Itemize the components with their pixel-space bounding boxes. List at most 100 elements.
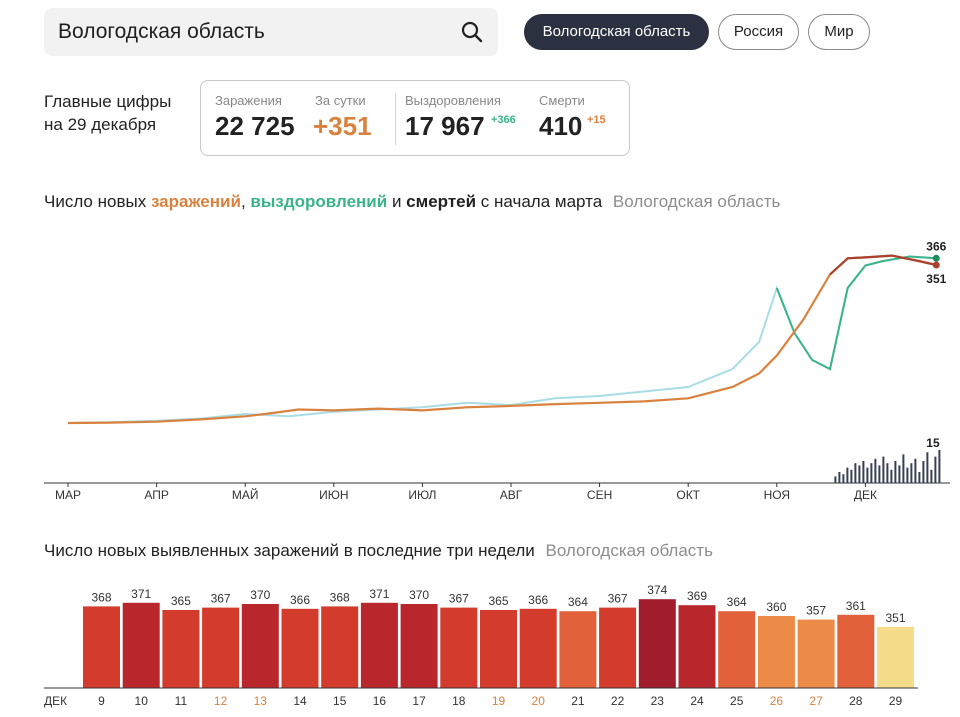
region-tab-world[interactable]: Мир [808, 14, 870, 50]
infections-recent-line [829, 254, 937, 276]
month-label: ДЕК [44, 694, 67, 708]
stats-divider [395, 93, 396, 145]
month-label: ДЕК [854, 488, 877, 502]
day-label: 13 [254, 694, 268, 708]
month-label: СЕН [587, 488, 612, 502]
bar [122, 602, 160, 688]
main-figures-date: на 29 декабря [44, 115, 157, 134]
month-label: ИЮН [319, 488, 348, 502]
day-label: 15 [333, 694, 347, 708]
bar-value-label: 364 [568, 595, 588, 609]
day-label: 16 [373, 694, 387, 708]
bar [321, 606, 359, 688]
day-label: 24 [690, 694, 704, 708]
recovered-end-dot [932, 254, 940, 262]
bar [241, 604, 279, 688]
day-label: 29 [889, 694, 903, 708]
bar-value-label: 370 [250, 588, 270, 602]
infections-value: 22 725 [215, 111, 295, 141]
day-label: 28 [849, 694, 863, 708]
recovered-delta: +366 [491, 114, 516, 126]
per-day-value: +351 [313, 111, 372, 141]
search-box[interactable]: Вологодская область [44, 8, 498, 56]
bar-chart-title-text: Число новых выявленных заражений в после… [44, 541, 535, 560]
search-icon[interactable] [460, 20, 484, 44]
day-label: 14 [293, 694, 307, 708]
region-tab-russia[interactable]: Россия [718, 14, 799, 50]
bar-chart-region: Вологодская область [545, 541, 713, 560]
month-label: МАЙ [232, 487, 259, 502]
recovered-label: Выздоровления [405, 93, 501, 108]
death-bar [938, 450, 941, 483]
month-label: НОЯ [764, 488, 790, 502]
death-bar [906, 467, 909, 483]
bar [559, 611, 597, 688]
infections-label: Заражения [215, 93, 282, 108]
bar [83, 606, 120, 688]
bar [599, 607, 637, 688]
day-label: 22 [611, 694, 625, 708]
bar-chart: 368 9 371 10 365 11 367 12 370 13 366 14 368 15 371 16 3… [44, 583, 918, 708]
deaths-label: Смерти [539, 93, 585, 108]
death-bar [894, 461, 897, 483]
bar [440, 607, 478, 688]
month-label: МАР [55, 488, 81, 502]
death-bar [882, 456, 885, 483]
deaths-delta: +15 [587, 114, 606, 126]
bar [757, 616, 795, 688]
bar [202, 607, 240, 688]
bar-value-label: 366 [290, 593, 310, 607]
bar [718, 611, 756, 688]
month-label: ОКТ [676, 488, 700, 502]
bar [360, 602, 398, 688]
death-bar [854, 463, 857, 483]
title-infections: заражений [150, 192, 241, 211]
stats-card: Заражения 22 725 За сутки +351 Выздоровл… [200, 80, 630, 156]
bar-value-label: 365 [488, 594, 508, 608]
infections-end-label: 351 [926, 272, 946, 286]
bar [638, 599, 676, 688]
deaths-end-label: 15 [926, 436, 940, 450]
day-label: 23 [651, 694, 665, 708]
bar-chart-title: Число новых выявленных заражений в после… [44, 541, 713, 561]
main-figures-title: Главные цифры [44, 92, 172, 111]
death-bar [874, 458, 877, 483]
bar-value-label: 367 [211, 592, 231, 606]
bar-value-label: 368 [330, 590, 350, 604]
recovered-end-label: 366 [926, 239, 946, 253]
title-part: и [391, 192, 402, 211]
day-label: 10 [135, 694, 149, 708]
day-label: 25 [730, 694, 744, 708]
death-bar [878, 465, 881, 483]
title-part: Число новых [44, 192, 147, 211]
bar-value-label: 365 [171, 594, 191, 608]
death-bar [914, 458, 917, 483]
title-part: , [240, 192, 246, 211]
recovered-value: 17 967 [405, 111, 485, 141]
day-label: 12 [214, 694, 228, 708]
region-tab-vologda[interactable]: Вологодская область [524, 14, 709, 50]
bar [519, 608, 557, 688]
day-label: 17 [412, 694, 426, 708]
bar-value-label: 360 [766, 600, 786, 614]
bar-value-label: 371 [131, 587, 151, 601]
bar [797, 619, 835, 688]
death-bar [898, 465, 901, 483]
death-bar [926, 452, 929, 483]
bar-value-label: 371 [369, 587, 389, 601]
death-bar [870, 463, 873, 483]
month-label: АВГ [500, 488, 523, 502]
day-label: 11 [175, 694, 188, 708]
day-label: 9 [98, 694, 105, 708]
bar [281, 608, 319, 688]
bar-value-label: 367 [449, 592, 469, 606]
bar [480, 610, 517, 688]
death-bar [858, 465, 861, 483]
line-chart-title: Число новых заражений, выздоровлений и с… [44, 192, 780, 212]
per-day-label: За сутки [315, 93, 366, 108]
main-figures-heading: Главные цифры на 29 декабря [44, 90, 171, 136]
title-deaths: смертей [406, 192, 477, 211]
search-input[interactable]: Вологодская область [58, 20, 265, 43]
day-label: 18 [452, 694, 466, 708]
death-bar [890, 469, 893, 483]
